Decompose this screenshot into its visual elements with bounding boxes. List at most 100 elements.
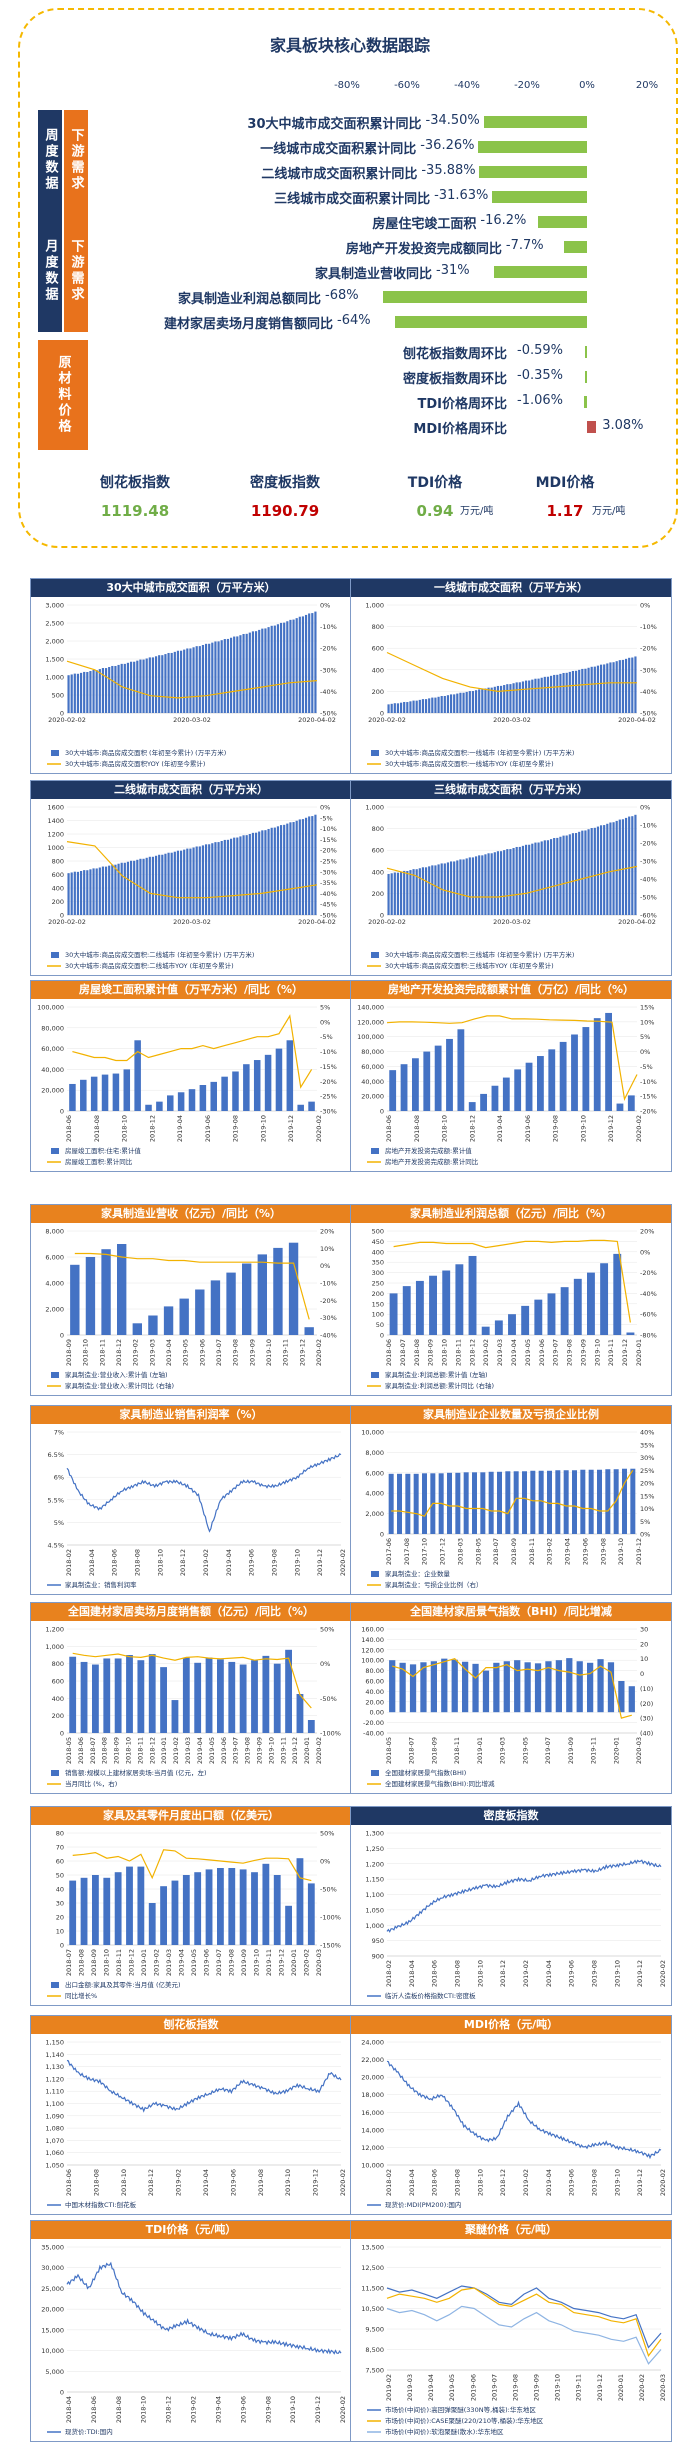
y-tick-label: 600 <box>372 645 384 653</box>
series-line <box>74 1252 310 1320</box>
bar <box>599 664 603 713</box>
y-tick-label: 1200 <box>47 831 64 839</box>
bar <box>120 862 123 915</box>
y-right-tick-label: -10% <box>320 825 337 833</box>
bar <box>158 655 161 713</box>
x-tick-label: 2018-08 <box>93 1115 101 1142</box>
x-tick-label: 2019-06 <box>204 1115 212 1142</box>
y-tick-label: 80,000 <box>41 1024 64 1032</box>
bar <box>164 654 167 713</box>
chart-panel-c10: 家具制造业企业数量及亏损企业比例 0 2,000 4,000 6,000 8,000 10,… <box>350 1405 672 1595</box>
bar <box>559 836 562 915</box>
y-right-tick-label: -20% <box>640 1269 657 1277</box>
chart-svg: 0 5,000 10,000 15,000 20,000 25,000 30,000 35,0… <box>41 2244 347 2437</box>
x-tick-label: 2019-07 <box>215 1949 223 1976</box>
x-tick-label: 2019-06 <box>198 1339 206 1366</box>
bar <box>572 1470 577 1534</box>
bar <box>217 641 220 713</box>
y-tick-label: 6% <box>54 1474 64 1482</box>
y-tick-label: 22,000 <box>361 2056 384 2064</box>
x-tick-label: 2020-02-02 <box>48 716 86 724</box>
bar <box>214 641 217 713</box>
bar <box>245 835 248 915</box>
x-tick-label: 2020-01 <box>617 2374 625 2401</box>
bar <box>587 1272 595 1335</box>
x-tick-label: 2019-04 <box>214 2396 222 2423</box>
metric-row: 三线城市成交面积累计同比 -31.63% <box>20 185 680 209</box>
bar <box>497 1471 502 1534</box>
bar <box>311 816 314 915</box>
bar <box>239 1664 247 1733</box>
bar <box>189 848 192 915</box>
y-tick-label: 1,000 <box>365 602 384 610</box>
x-tick-label: 2019-06 <box>220 1737 228 1764</box>
x-tick-label: 2019-12 <box>636 1960 644 1987</box>
kpi-unit: 万元/吨 <box>592 506 626 517</box>
legend-label: 房地产开发投资完成额:累计同比 <box>385 1157 479 1166</box>
bar <box>547 1470 552 1534</box>
x-tick-label: 2019-10 <box>293 1549 301 1576</box>
x-tick-label: 2019-09 <box>567 1737 575 1764</box>
bar <box>289 619 292 713</box>
x-tick-label: 2019-06 <box>203 1949 211 1976</box>
bar <box>145 658 148 713</box>
x-tick-label: 2019-04 <box>165 1339 173 1366</box>
bar <box>465 858 468 915</box>
bar <box>117 863 120 915</box>
x-tick-label: 2019-11 <box>279 1737 287 1764</box>
bar <box>148 1903 156 1945</box>
chart-svg: 7,500 8,500 9,500 10,500 11,500 12,500 13,500 2… <box>361 2244 667 2437</box>
bar <box>618 1681 625 1713</box>
x-tick-label: 2019-09 <box>248 1339 256 1366</box>
bar <box>446 862 450 915</box>
bar <box>108 667 111 713</box>
bar <box>182 1657 190 1733</box>
bar <box>236 837 239 915</box>
x-tick-label: 2020-03-02 <box>493 716 531 724</box>
bar <box>456 860 459 915</box>
y-tick-label: 1,000 <box>45 674 64 682</box>
y-tick-label: 200 <box>372 688 384 696</box>
bar <box>547 1293 556 1335</box>
bar <box>587 829 590 915</box>
y-tick-label: 400 <box>372 1248 384 1256</box>
series-line <box>386 865 638 898</box>
metric-label: 房屋住宅竣工面积 <box>372 217 477 232</box>
y-right-tick-label: -20% <box>320 847 337 855</box>
y-tick-label: 1,150 <box>365 1876 384 1884</box>
x-tick-label: 2019-06 <box>538 1339 546 1366</box>
x-tick-label: 2018-07 <box>408 1737 416 1764</box>
bar <box>524 1662 531 1713</box>
legend-swatch <box>51 1982 59 1988</box>
bar <box>574 833 578 915</box>
chart-svg: 4.5% 5% 5.5% 6% 6.5% 7% 2018-02 2018-04 2018-06 2… <box>47 1429 347 1589</box>
chart-title: 聚醚价格（元/吨） <box>351 2221 671 2239</box>
bar <box>400 1064 408 1111</box>
bar <box>446 1038 453 1111</box>
x-tick-label: 2019-04 <box>176 1115 184 1142</box>
metric-value: -7.7% <box>505 238 544 253</box>
bar <box>286 823 289 915</box>
bar <box>126 662 130 713</box>
y-tick-label: 3,000 <box>45 602 64 610</box>
bar <box>136 660 139 713</box>
chart-panel-c7: 家具制造业营收（亿元）/同比（%） 0 2,000 4,000 6,000 8,000 20… <box>30 1204 352 1396</box>
bar <box>563 1470 569 1534</box>
y-tick-label: 1,090 <box>45 2112 64 2120</box>
bar <box>264 1054 272 1111</box>
bar <box>148 1315 158 1335</box>
bar <box>279 622 283 713</box>
x-tick-label: 2019-06 <box>239 2396 247 2423</box>
y-right-tick-label: -50% <box>320 1886 337 1894</box>
y-tick-label: 20,000 <box>361 2074 384 2082</box>
y-tick-label: 10,500 <box>361 2305 384 2313</box>
bar <box>186 648 189 713</box>
y-tick-label: 6,000 <box>45 1254 64 1262</box>
bar <box>304 614 308 713</box>
y-tick-label: 5.5% <box>47 1496 64 1504</box>
x-tick-label: 2018-02 <box>385 1960 393 1987</box>
legend-label: 30大中城市:商品房成交面积 (年初至今累计) (万平方米) <box>65 748 226 757</box>
metric-row: 二线城市成交面积累计同比 -35.88% <box>20 160 680 184</box>
bar <box>173 851 176 915</box>
bar <box>573 1278 582 1335</box>
